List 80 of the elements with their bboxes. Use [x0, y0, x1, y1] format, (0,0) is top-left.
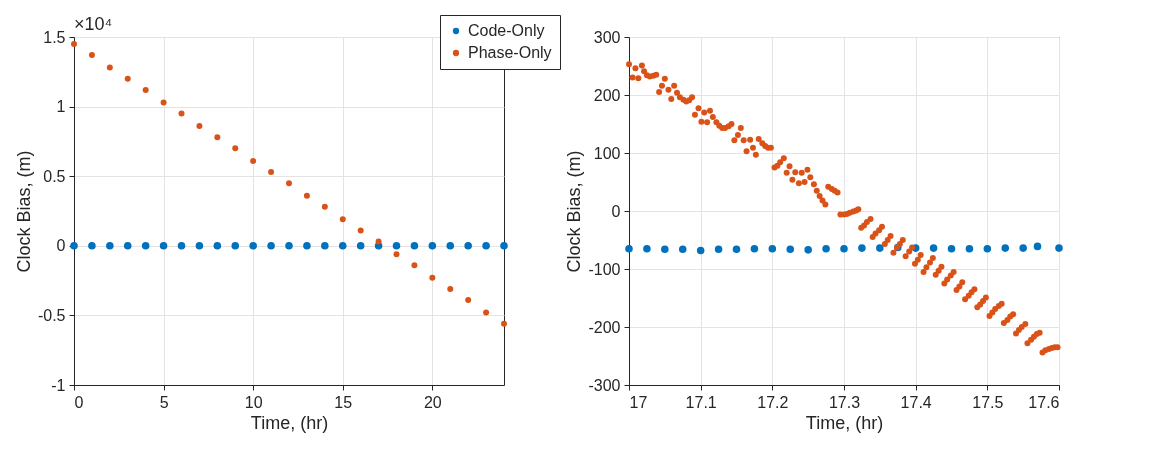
- point: [303, 192, 310, 199]
- point: [213, 242, 222, 250]
- y-tick-label: -200: [588, 318, 621, 336]
- point: [88, 242, 96, 250]
- point: [338, 242, 347, 250]
- point: [249, 242, 257, 250]
- point: [501, 320, 507, 327]
- point: [321, 242, 329, 250]
- y-tick-label: 1: [56, 98, 66, 116]
- point: [196, 123, 203, 130]
- x-axis-title: Time, (hr): [250, 412, 329, 433]
- point: [106, 242, 114, 250]
- point: [88, 52, 95, 59]
- y-tick-label: 1.5: [43, 28, 66, 46]
- text: ×10⁴: [74, 14, 113, 34]
- point: [393, 251, 400, 258]
- y-tick-label: 300: [593, 28, 621, 46]
- x-tick-label: 17.6: [1028, 393, 1060, 411]
- point: [465, 297, 472, 304]
- point: [123, 242, 132, 250]
- x-tick-label: 10: [244, 393, 263, 411]
- x-tick-label: 15: [334, 393, 353, 411]
- x-tick-label: 17.4: [900, 393, 932, 411]
- point: [428, 242, 437, 250]
- point: [106, 64, 113, 71]
- point: [285, 242, 293, 250]
- x-tick-label: 17.2: [757, 393, 789, 411]
- point: [178, 110, 185, 117]
- point: [195, 242, 204, 250]
- y-tick-label: -300: [588, 376, 621, 394]
- y-tick-label: -100: [588, 260, 621, 278]
- point: [142, 86, 149, 93]
- y-tick-label: 0: [56, 237, 66, 255]
- point: [321, 203, 328, 210]
- point: [500, 242, 508, 250]
- x-tick-label: 0: [74, 393, 84, 411]
- point: [357, 227, 364, 234]
- x-tick-label: 5: [159, 393, 169, 411]
- legend-label: Phase-Only: [468, 44, 552, 61]
- x-axis-title: Time, (hr): [805, 412, 884, 433]
- point: [231, 242, 240, 250]
- y-tick-label: 0.5: [43, 167, 66, 185]
- y-tick-label: 100: [593, 144, 621, 162]
- point: [483, 309, 490, 316]
- point: [268, 169, 275, 176]
- y-tick-label: -1: [51, 376, 66, 394]
- point: [160, 99, 167, 106]
- point: [356, 242, 365, 250]
- y-tick-label: -0.5: [37, 306, 66, 324]
- point: [446, 242, 455, 250]
- point: [410, 242, 419, 250]
- x-tick-label: 17.5: [972, 393, 1004, 411]
- point: [392, 242, 401, 250]
- point: [267, 242, 275, 250]
- y-tick-label: 0: [611, 202, 621, 220]
- x-tick-label: 17.1: [685, 393, 717, 411]
- point: [464, 242, 472, 250]
- point: [159, 242, 168, 250]
- point: [141, 242, 150, 250]
- x-tick-label: 17.3: [828, 393, 861, 411]
- y-tick-label: 200: [593, 86, 621, 104]
- point: [250, 157, 257, 164]
- point: [177, 242, 186, 250]
- point: [286, 180, 292, 187]
- point: [303, 242, 311, 250]
- x-tick-label: 17: [629, 393, 648, 411]
- point: [375, 238, 382, 245]
- point: [429, 274, 436, 281]
- point: [411, 262, 418, 269]
- y-axis-title: Clock Bias, (m): [564, 150, 585, 273]
- point: [482, 242, 490, 250]
- point: [232, 145, 239, 152]
- x-tick-label: 20: [423, 393, 442, 411]
- legend-label: Code-Only: [468, 22, 545, 39]
- point: [447, 285, 454, 292]
- point: [214, 134, 221, 141]
- y-axis-title: Clock Bias, (m): [13, 150, 34, 273]
- point: [70, 242, 78, 250]
- point: [124, 75, 131, 82]
- point: [339, 216, 346, 223]
